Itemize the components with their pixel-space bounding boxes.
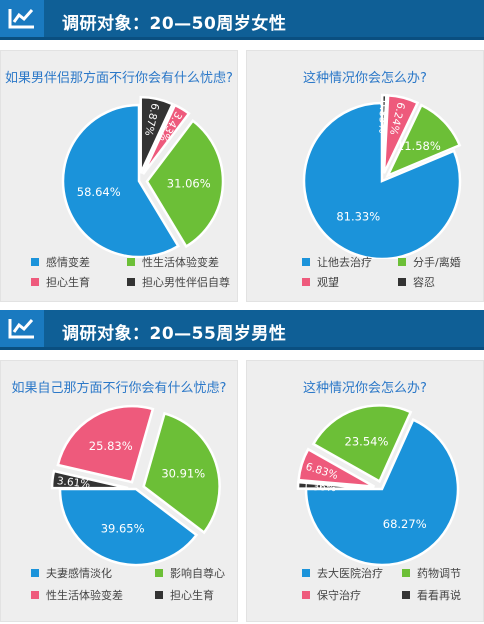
section-banner-men: 调研对象：20—55周岁男性 — [0, 310, 484, 350]
chart-panel-women-worries: 如果男伴侣那方面不行你会有什么忧虑? 58.64% 31.06% 3.43% 6.87… — [0, 50, 238, 302]
legend-label: 分手/离婚 — [413, 256, 461, 269]
pie-slice-1 — [304, 418, 460, 567]
slice-value-label: 31.06% — [167, 177, 211, 191]
legend-label: 担心生育 — [170, 589, 214, 602]
legend-swatch — [31, 591, 39, 599]
legend-swatch — [127, 278, 135, 286]
section-title: 调研对象：20—55周岁男性 — [62, 324, 287, 344]
slice-value-label: 25.83% — [89, 439, 133, 453]
pie-slice-2 — [145, 119, 225, 249]
slice-value-label: 58.64% — [77, 185, 121, 199]
chart-question: 如果自己那方面不行你会有什么忧虑? — [11, 381, 227, 396]
pie-slice-3 — [297, 447, 375, 488]
legend-label: 感情变差 — [46, 256, 90, 269]
slice-value-label: 68.27% — [383, 517, 427, 531]
pie-chart: 58.64%31.06%3.43%6.87% — [61, 95, 225, 259]
legend-item: 让他去治疗 — [302, 256, 372, 270]
legend-swatch — [31, 278, 39, 286]
chart-panel-women-actions: 这种情况你会怎么办? 81.33% 11.58% 6.24% 0.85% 让他去治疗分… — [246, 50, 484, 302]
pie-slice-1 — [61, 103, 180, 259]
legend-label: 性生活体验变差 — [46, 589, 123, 602]
legend-swatch — [31, 569, 39, 577]
legend-label: 性生活体验变差 — [142, 256, 219, 269]
pie-slice-3 — [382, 94, 420, 174]
pie-slice-3 — [56, 404, 155, 484]
legend-label: 保守治疗 — [317, 589, 361, 602]
legend-item: 担心生育 — [31, 276, 90, 290]
legend-label: 担心男性伴侣自尊 — [142, 276, 230, 289]
legend-swatch — [155, 569, 163, 577]
legend-item: 担心生育 — [155, 589, 214, 603]
pie-slice-1 — [302, 101, 462, 259]
pie-chart: 39.65% 30.91% 25.83% 3.61% — [50, 404, 221, 567]
legend-item: 性生活体验变差 — [127, 256, 219, 270]
legend-label: 去大医院治疗 — [317, 567, 383, 580]
slice-value-label: 3.61% — [56, 475, 91, 491]
section-banner-women: 调研对象：20—50周岁女性 — [0, 0, 484, 40]
pie-slice-2 — [385, 103, 462, 178]
legend-item: 性生活体验变差 — [31, 589, 123, 603]
pie-slice-2 — [311, 404, 413, 484]
slice-value-label: 11.58% — [397, 139, 441, 153]
legend-swatch — [155, 591, 163, 599]
slice-value-label: 23.54% — [345, 435, 389, 449]
pie-slice-2 — [142, 411, 221, 535]
pie-slice-4 — [50, 469, 129, 490]
pie-chart: 68.27%23.54%6.83%1.36% — [296, 404, 460, 567]
legend-label: 看看再说 — [417, 589, 461, 602]
legend-label: 担心生育 — [46, 276, 90, 289]
legend-item: 分手/离婚 — [398, 256, 461, 270]
pie-slice-3 — [141, 103, 191, 175]
legend-swatch — [302, 278, 310, 286]
slice-value-label: 39.65% — [101, 522, 145, 536]
legend-swatch — [398, 258, 406, 266]
pie-slice-1 — [58, 487, 199, 567]
chart-logo-icon — [0, 0, 44, 37]
legend-label: 影响自尊心 — [170, 567, 225, 580]
legend-swatch — [127, 258, 135, 266]
legend-item: 夫妻感情淡化 — [31, 567, 112, 581]
legend-item: 担心男性伴侣自尊 — [127, 276, 230, 290]
legend-label: 观望 — [317, 276, 339, 289]
legend-swatch — [302, 569, 310, 577]
legend-label: 容忍 — [413, 276, 435, 289]
slice-value-label: 0.85% — [376, 100, 389, 134]
legend-item: 容忍 — [398, 276, 435, 290]
pie-chart: 81.33%11.58%6.24%0.85% — [302, 93, 462, 259]
legend-item: 药物调节 — [402, 567, 461, 581]
legend-item: 去大医院治疗 — [302, 567, 383, 581]
pie-slice-4 — [296, 480, 375, 490]
legend-label: 夫妻感情淡化 — [46, 567, 112, 580]
legend-item: 看看再说 — [402, 589, 461, 603]
legend-swatch — [402, 591, 410, 599]
legend-swatch — [402, 569, 410, 577]
legend-swatch — [302, 591, 310, 599]
legend-item: 保守治疗 — [302, 589, 361, 603]
slice-value-label: 30.91% — [161, 466, 205, 480]
legend-item: 影响自尊心 — [155, 567, 225, 581]
chart-panel-men-actions: 这种情况你会怎么办? 68.27% 23.54% 6.83% 1.36% 去大医院治疗… — [246, 360, 484, 622]
slice-value-label: 81.33% — [336, 210, 380, 224]
legend-swatch — [302, 258, 310, 266]
pie-slice-4 — [380, 93, 388, 174]
pie-slice-4 — [139, 95, 175, 174]
chart-panel-men-worries: 如果自己那方面不行你会有什么忧虑? 39.65% 30.91% 25.83% 3.61… — [0, 360, 238, 622]
chart-question: 这种情况你会怎么办? — [303, 71, 427, 86]
chart-question: 如果男伴侣那方面不行你会有什么忧虑? — [5, 71, 233, 86]
legend-swatch — [398, 278, 406, 286]
legend-swatch — [31, 258, 39, 266]
chart-logo-icon — [0, 310, 44, 347]
legend-item: 感情变差 — [31, 256, 90, 270]
section-title: 调研对象：20—50周岁女性 — [62, 14, 287, 34]
legend-label: 让他去治疗 — [317, 256, 372, 269]
legend-item: 观望 — [302, 276, 339, 290]
slice-value-label: 1.36% — [302, 481, 336, 494]
chart-question: 这种情况你会怎么办? — [303, 381, 427, 396]
legend-label: 药物调节 — [417, 567, 461, 580]
